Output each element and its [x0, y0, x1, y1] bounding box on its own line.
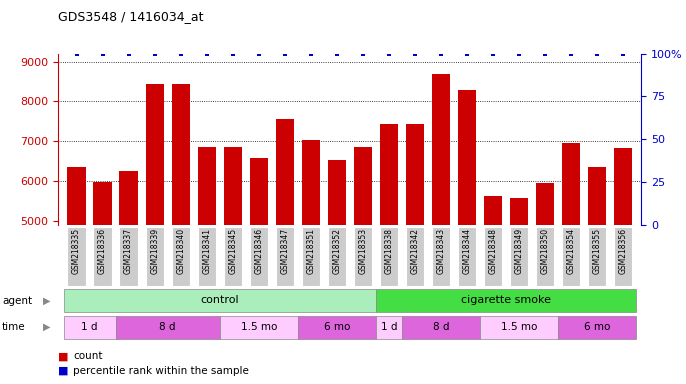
Text: GSM218345: GSM218345	[228, 228, 237, 275]
Bar	[354, 147, 372, 225]
Text: agent: agent	[2, 296, 32, 306]
Text: control: control	[200, 295, 239, 306]
Bar	[510, 227, 528, 286]
Bar	[588, 167, 606, 225]
Bar	[93, 182, 112, 225]
Bar	[458, 90, 476, 225]
Text: GSM218347: GSM218347	[281, 228, 289, 275]
Text: GSM218341: GSM218341	[202, 228, 211, 274]
Bar	[432, 74, 450, 225]
Text: GSM218342: GSM218342	[410, 228, 419, 274]
Text: 1 d: 1 d	[82, 322, 98, 333]
Bar	[276, 227, 294, 286]
Bar	[562, 143, 580, 225]
Text: time: time	[2, 322, 25, 332]
Bar	[145, 84, 164, 225]
Text: GSM218343: GSM218343	[436, 228, 445, 275]
Bar	[562, 227, 580, 286]
Bar	[458, 227, 476, 286]
Text: GSM218351: GSM218351	[307, 228, 316, 274]
Bar	[220, 316, 298, 339]
Bar	[64, 289, 376, 312]
Text: 6 mo: 6 mo	[324, 322, 350, 333]
Bar	[328, 227, 346, 286]
Bar	[376, 289, 636, 312]
Bar	[558, 316, 636, 339]
Text: GSM218340: GSM218340	[176, 228, 185, 275]
Text: GSM218339: GSM218339	[150, 228, 159, 275]
Text: 8 d: 8 d	[433, 322, 449, 333]
Bar	[67, 167, 86, 225]
Bar	[588, 227, 606, 286]
Bar	[224, 147, 242, 225]
Bar	[406, 124, 424, 225]
Text: 1.5 mo: 1.5 mo	[241, 322, 277, 333]
Bar	[145, 227, 164, 286]
Text: 1 d: 1 d	[381, 322, 397, 333]
Bar	[328, 160, 346, 225]
Text: ▶: ▶	[43, 322, 51, 332]
Bar	[432, 227, 450, 286]
Bar	[115, 316, 220, 339]
Text: GSM218353: GSM218353	[358, 228, 368, 275]
Bar	[484, 227, 502, 286]
Text: GSM218352: GSM218352	[332, 228, 342, 274]
Text: percentile rank within the sample: percentile rank within the sample	[73, 366, 249, 376]
Text: GSM218350: GSM218350	[541, 228, 549, 275]
Text: 6 mo: 6 mo	[584, 322, 611, 333]
Text: ■: ■	[58, 351, 69, 361]
Bar	[172, 84, 190, 225]
Text: ▶: ▶	[43, 296, 51, 306]
Bar	[480, 316, 558, 339]
Text: GSM218336: GSM218336	[98, 228, 107, 275]
Text: count: count	[73, 351, 103, 361]
Bar	[276, 119, 294, 225]
Text: GSM218349: GSM218349	[514, 228, 523, 275]
Bar	[510, 198, 528, 225]
Bar	[119, 227, 138, 286]
Bar	[614, 227, 632, 286]
Text: GDS3548 / 1416034_at: GDS3548 / 1416034_at	[58, 10, 204, 23]
Text: GSM218338: GSM218338	[384, 228, 393, 274]
Text: GSM218356: GSM218356	[619, 228, 628, 275]
Bar	[250, 227, 268, 286]
Bar	[198, 227, 216, 286]
Bar	[93, 227, 112, 286]
Bar	[198, 147, 216, 225]
Bar	[484, 196, 502, 225]
Bar	[172, 227, 190, 286]
Bar	[64, 316, 115, 339]
Bar	[302, 227, 320, 286]
Text: GSM218354: GSM218354	[567, 228, 576, 275]
Bar	[536, 182, 554, 225]
Text: GSM218346: GSM218346	[255, 228, 263, 275]
Text: cigarette smoke: cigarette smoke	[461, 295, 551, 306]
Bar	[402, 316, 480, 339]
Text: GSM218355: GSM218355	[593, 228, 602, 275]
Text: 8 d: 8 d	[159, 322, 176, 333]
Text: GSM218335: GSM218335	[72, 228, 81, 275]
Text: GSM218344: GSM218344	[462, 228, 471, 275]
Bar	[614, 148, 632, 225]
Bar	[302, 141, 320, 225]
Bar	[224, 227, 242, 286]
Text: ■: ■	[58, 366, 69, 376]
Text: GSM218348: GSM218348	[488, 228, 497, 274]
Bar	[406, 227, 424, 286]
Text: GSM218337: GSM218337	[124, 228, 133, 275]
Bar	[119, 171, 138, 225]
Bar	[250, 158, 268, 225]
Bar	[536, 227, 554, 286]
Bar	[376, 316, 402, 339]
Bar	[298, 316, 376, 339]
Bar	[67, 227, 86, 286]
Bar	[354, 227, 372, 286]
Bar	[380, 227, 398, 286]
Text: 1.5 mo: 1.5 mo	[501, 322, 537, 333]
Bar	[380, 124, 398, 225]
